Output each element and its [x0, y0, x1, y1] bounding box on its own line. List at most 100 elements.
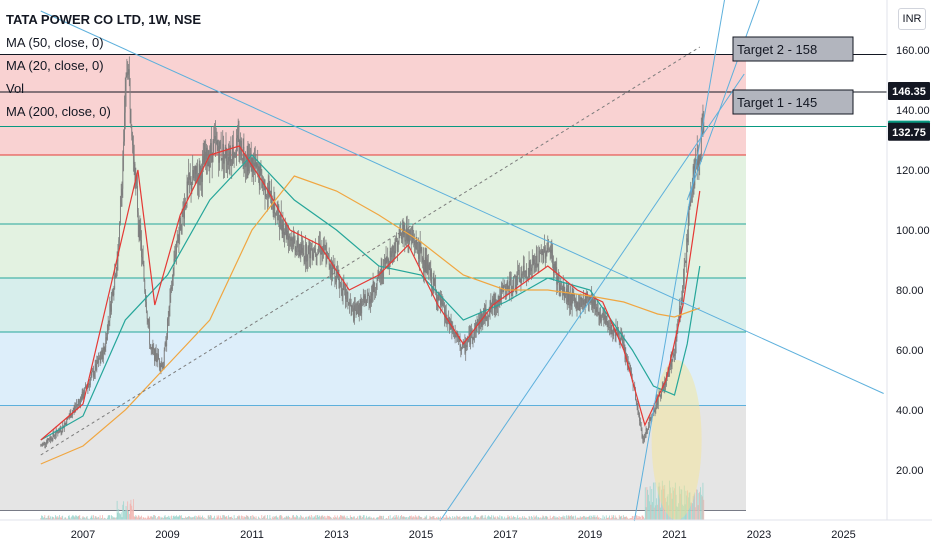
candle: [120, 183, 122, 207]
price-tick-label: 140.00: [896, 105, 930, 117]
candle-body: [206, 147, 207, 160]
volume-bar: [283, 517, 285, 520]
volume-bar: [350, 516, 352, 520]
indicator-ma50[interactable]: MA (50, close, 0): [6, 35, 104, 50]
volume-bar: [428, 518, 430, 520]
target-box: [732, 36, 854, 62]
symbol-title[interactable]: TATA POWER CO LTD, 1W, NSE: [6, 12, 201, 27]
volume-bar: [128, 510, 129, 520]
candle: [362, 288, 364, 306]
candle-body: [359, 300, 361, 312]
candle: [645, 426, 647, 438]
candle: [299, 243, 301, 259]
candle: [500, 289, 502, 304]
volume-bar: [138, 515, 140, 520]
candle-body: [366, 295, 368, 301]
candle: [530, 259, 532, 275]
volume-bar: [691, 503, 693, 520]
volume-bar: [158, 516, 159, 520]
candle-body: [401, 228, 403, 240]
volume-bar: [72, 515, 73, 520]
volume-bar: [256, 518, 258, 520]
candle-body: [622, 342, 624, 344]
candle-body: [420, 247, 422, 252]
volume-bar: [303, 518, 305, 520]
trendline-0[interactable]: [40, 10, 884, 394]
candle-body: [53, 432, 55, 436]
candle: [258, 162, 260, 195]
trendline-3[interactable]: [633, 0, 784, 522]
candle: [225, 132, 227, 174]
candle-body: [121, 188, 123, 196]
candle-body: [308, 242, 310, 247]
volume-bar: [587, 516, 589, 520]
candle-body: [388, 263, 390, 268]
volume-bar: [592, 515, 594, 520]
target-label-1[interactable]: Target 2 - 158: [732, 36, 854, 62]
candle: [78, 398, 80, 407]
candle: [535, 245, 537, 272]
volume-bar: [366, 515, 367, 520]
volume-bar: [215, 518, 217, 520]
candle-body: [397, 241, 398, 253]
volume-bar: [153, 515, 155, 520]
candle: [140, 218, 142, 251]
candle: [382, 269, 384, 285]
candle: [450, 313, 452, 330]
candle-body: [395, 237, 397, 251]
candle: [338, 269, 340, 289]
volume-bar: [511, 518, 513, 520]
candle: [697, 144, 699, 171]
candle-body: [259, 166, 261, 186]
price-axis[interactable]: 20.0040.0060.0080.00100.00120.00140.0016…: [896, 45, 930, 477]
volume-bar: [210, 515, 212, 520]
volume-bar: [64, 517, 66, 520]
trendline-4[interactable]: [686, 0, 784, 201]
volume-bar: [636, 515, 638, 520]
candle-body: [345, 293, 347, 300]
candle-body: [116, 261, 118, 271]
candle-body: [145, 301, 147, 312]
volume-bar: [413, 516, 415, 520]
volume-bar: [137, 515, 139, 520]
candle: [58, 428, 60, 434]
candle-body: [124, 112, 125, 142]
target-label-2[interactable]: Target 1 - 145: [732, 89, 854, 115]
candle: [678, 298, 680, 322]
candle-body: [194, 166, 196, 175]
candle: [335, 276, 337, 285]
volume-bar: [275, 516, 276, 520]
volume-bar: [425, 517, 427, 520]
candle: [212, 139, 214, 163]
candle: [502, 278, 504, 293]
candle: [643, 435, 645, 444]
candle: [67, 417, 68, 421]
currency-button[interactable]: INR: [898, 8, 926, 30]
volume-bar: [336, 515, 338, 520]
volume-bar: [587, 517, 588, 520]
indicator-ma200[interactable]: MA (200, close, 0): [6, 104, 111, 119]
candle-body: [437, 297, 439, 303]
candle: [657, 394, 658, 409]
candle-body: [67, 418, 68, 419]
volume-bar: [563, 517, 565, 520]
candle-body: [444, 312, 446, 317]
candle: [154, 347, 156, 362]
candle: [474, 322, 476, 343]
volume-bar: [570, 515, 572, 520]
volume-bar: [359, 515, 361, 520]
candle: [341, 288, 343, 302]
time-axis[interactable]: 2007 2009 2011 2013 2015 2017 2019 2021 2023 2025: [71, 529, 856, 541]
target-annotations[interactable]: Target 2 - 158 Target 1 - 145: [732, 36, 854, 115]
candle-body: [583, 299, 584, 305]
candle-body: [80, 397, 81, 405]
volume-bar: [254, 516, 255, 520]
trendline-2[interactable]: [439, 73, 745, 522]
indicator-ma20[interactable]: MA (20, close, 0): [6, 58, 104, 73]
indicator-volume[interactable]: Vol: [6, 81, 25, 96]
volume-bar: [46, 517, 47, 520]
candle: [257, 149, 259, 178]
volume-bar: [676, 506, 678, 520]
candle: [641, 427, 643, 439]
